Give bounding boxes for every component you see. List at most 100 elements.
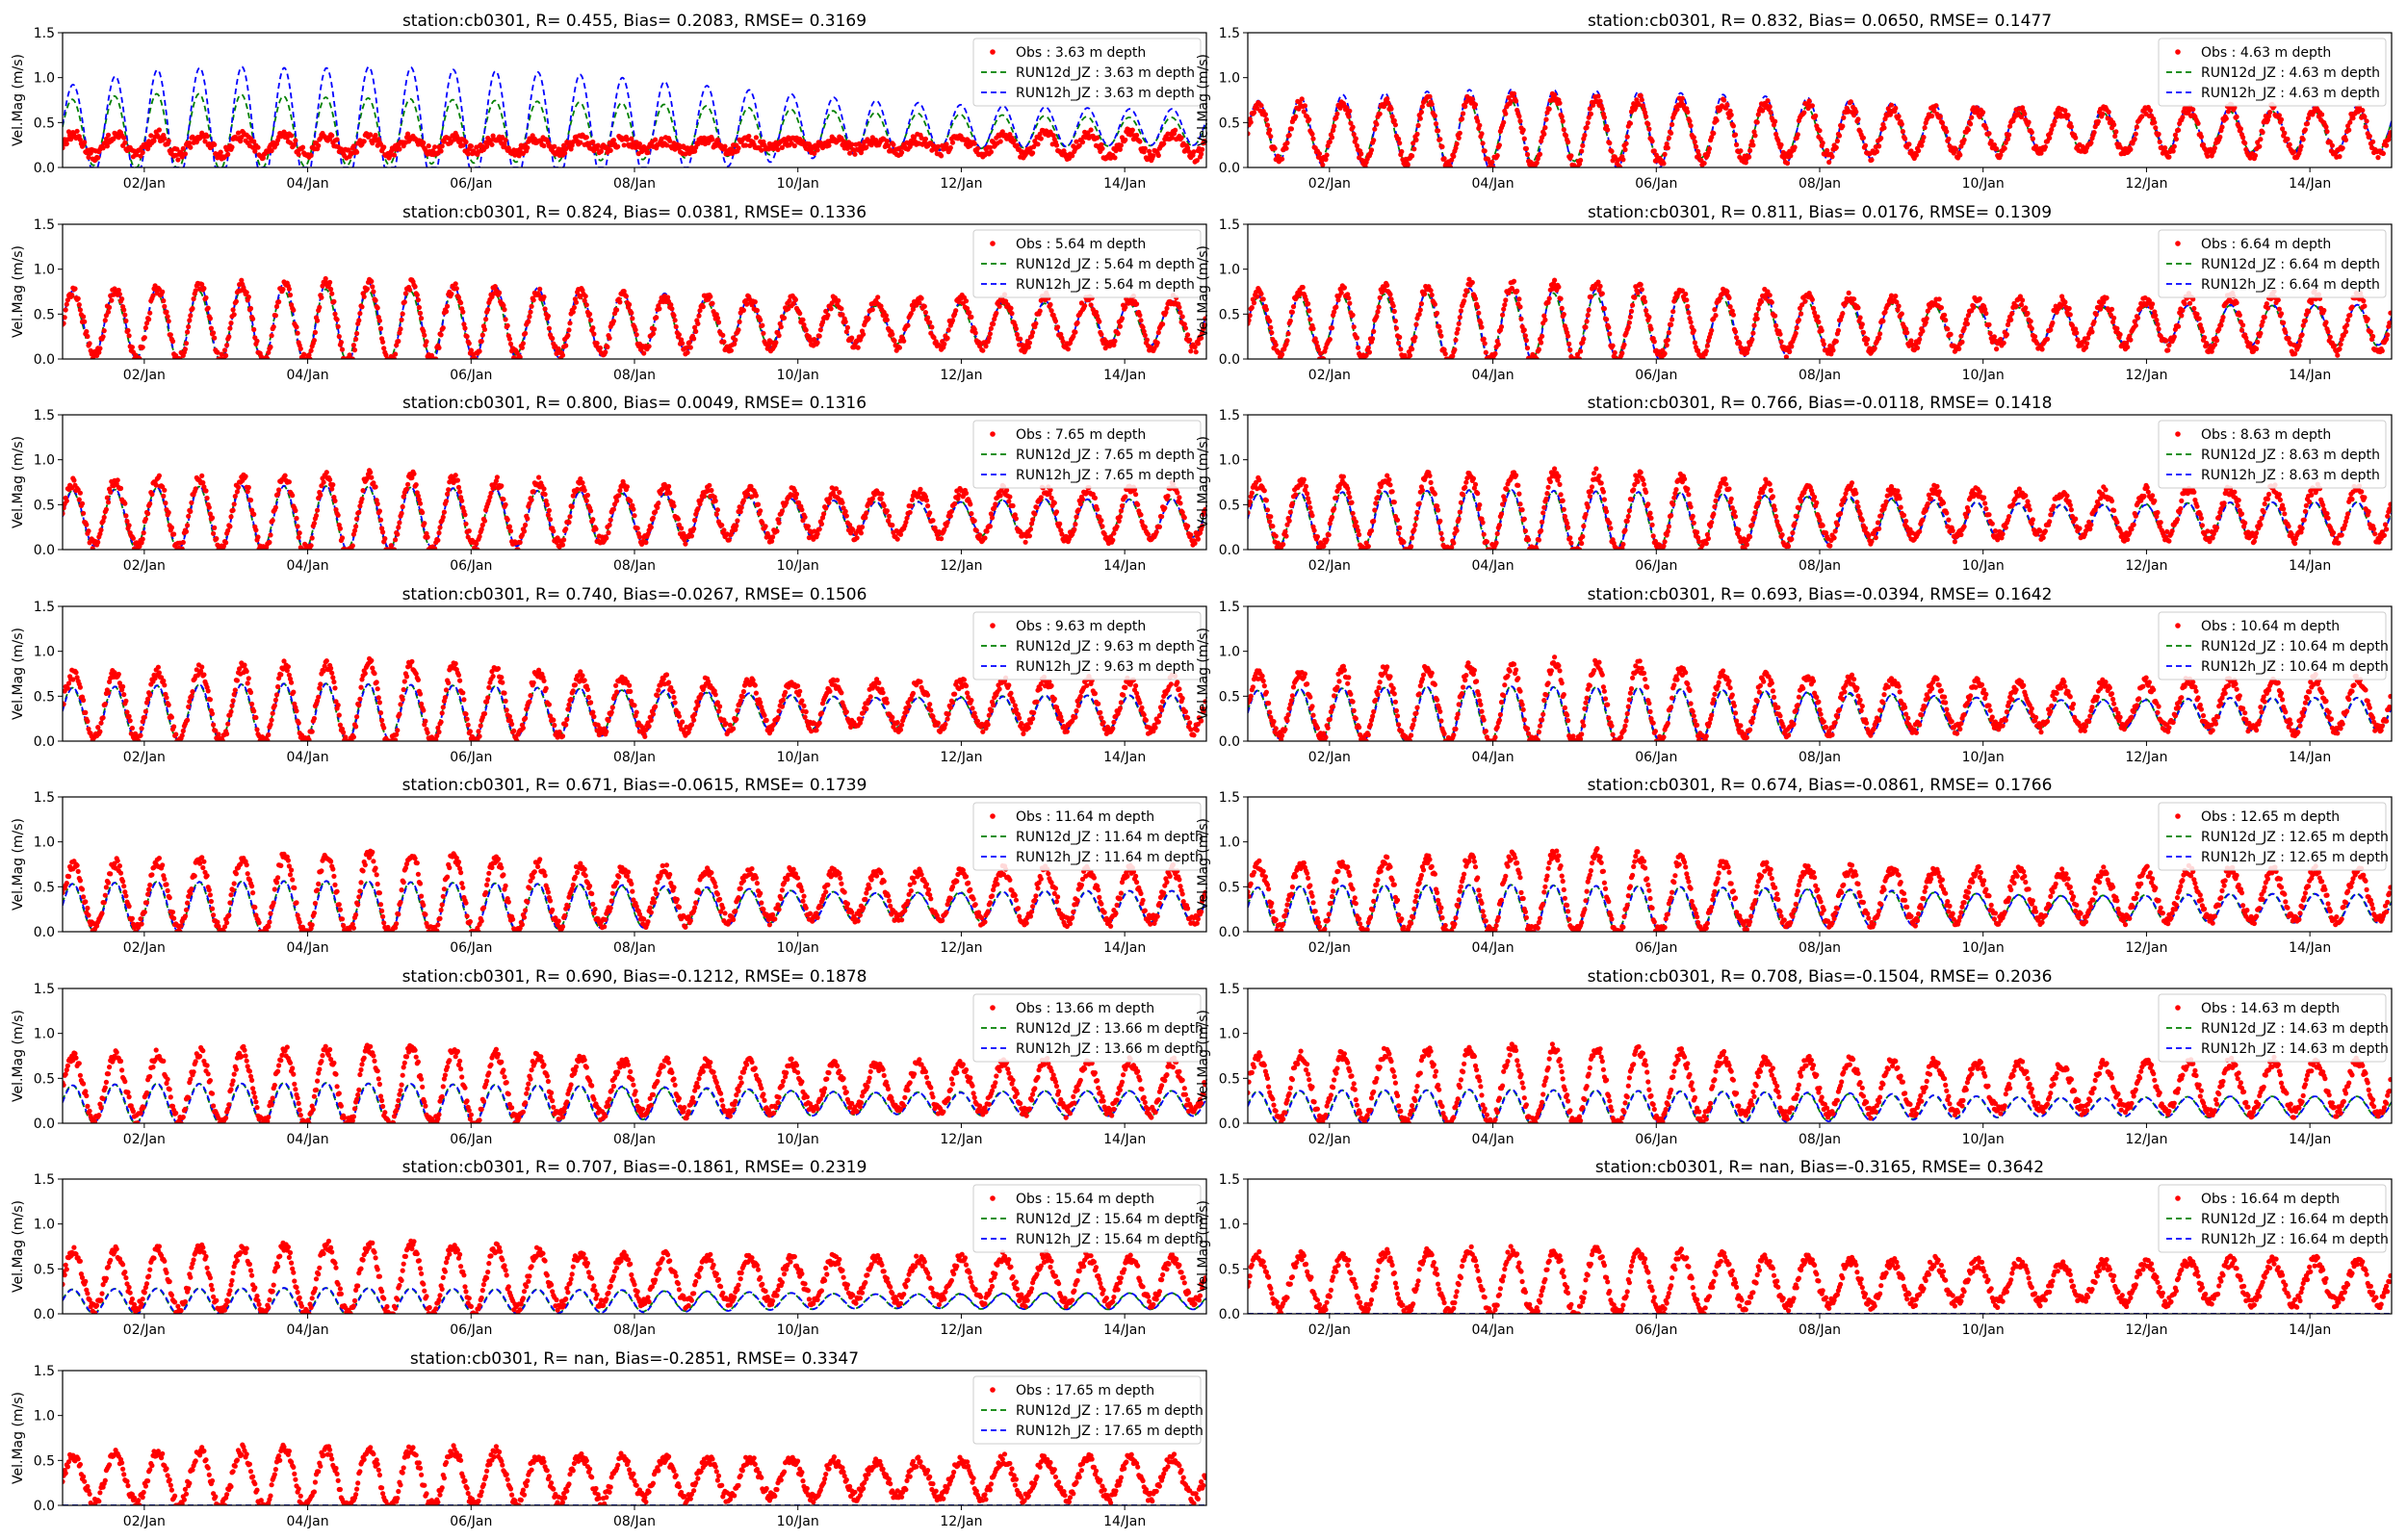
obs-point (1199, 151, 1204, 157)
obs-point (2147, 108, 2153, 114)
obs-point (737, 319, 742, 324)
obs-point (1537, 151, 1543, 157)
obs-point (432, 546, 438, 550)
obs-point (2254, 346, 2260, 351)
obs-point (148, 133, 154, 139)
obs-point (2327, 334, 2333, 340)
obs-point (1819, 327, 1825, 334)
obs-point (528, 309, 533, 315)
obs-point (1674, 107, 1680, 113)
obs-point (2262, 315, 2267, 321)
obs-point (226, 334, 232, 340)
obs-point (75, 295, 81, 301)
obs-point (317, 304, 323, 310)
obs-point (778, 324, 784, 330)
obs-point (629, 136, 634, 141)
obs-point (246, 484, 251, 491)
obs-point (1876, 143, 1882, 149)
obs-point (905, 322, 911, 328)
obs-point (393, 537, 399, 543)
obs-point (335, 323, 341, 329)
obs-point (1626, 320, 1632, 325)
obs-point (1998, 336, 2004, 343)
obs-point (736, 327, 741, 333)
obs-point (1986, 131, 1992, 137)
obs-point (2020, 105, 2026, 111)
x-tick-label: 04/Jan (1472, 176, 1514, 192)
obs-point (816, 333, 822, 339)
obs-point (710, 300, 715, 306)
obs-point (474, 541, 479, 547)
obs-point (1840, 311, 1846, 317)
obs-point (1442, 351, 1448, 357)
obs-point (1556, 284, 1562, 290)
obs-point (1095, 135, 1100, 141)
obs-point (531, 297, 536, 303)
obs-point (654, 315, 660, 321)
obs-point (1965, 313, 1971, 319)
obs-point (209, 515, 216, 521)
obs-point (331, 298, 337, 304)
obs-point (1194, 158, 1200, 164)
obs-point (443, 499, 450, 504)
obs-point (1639, 287, 1644, 293)
legend-marker (2175, 49, 2181, 55)
obs-point (1523, 338, 1529, 344)
obs-point (223, 352, 229, 359)
obs-point (974, 145, 981, 151)
obs-point (1691, 327, 1696, 334)
obs-point (1618, 165, 1623, 167)
obs-point (459, 498, 465, 503)
obs-point (1628, 308, 1635, 314)
obs-point (1701, 161, 1707, 167)
obs-point (2364, 118, 2369, 124)
obs-point (1033, 321, 1039, 326)
obs-point (293, 507, 298, 514)
obs-point (1777, 331, 1783, 337)
obs-point (1053, 142, 1060, 148)
obs-point (815, 147, 820, 153)
obs-point (2214, 338, 2220, 344)
obs-point (1503, 111, 1509, 116)
obs-point (502, 307, 507, 313)
obs-point (2128, 337, 2134, 343)
obs-point (1982, 306, 1988, 312)
obs-point (1397, 334, 1403, 340)
obs-point (1377, 295, 1383, 300)
obs-point (1683, 291, 1689, 297)
obs-point (2319, 112, 2325, 117)
obs-point (1477, 122, 1483, 128)
obs-point (1307, 308, 1312, 314)
obs-point (736, 145, 741, 151)
obs-point (228, 321, 234, 326)
axes-frame (1247, 32, 2393, 168)
x-tick-label: 04/Jan (287, 368, 329, 383)
obs-point (1268, 324, 1274, 330)
obs-point (884, 317, 891, 322)
obs-point (996, 303, 1002, 309)
obs-point (812, 150, 817, 156)
obs-point (680, 341, 686, 346)
obs-point (265, 356, 271, 359)
obs-point (1498, 323, 1505, 330)
obs-point (1937, 114, 1943, 119)
obs-point (2125, 345, 2131, 350)
obs-point (64, 301, 69, 307)
obs-point (2180, 115, 2186, 120)
obs-point (1310, 136, 1316, 141)
obs-point (1309, 131, 1315, 137)
obs-point (828, 306, 834, 312)
obs-point (290, 493, 296, 499)
obs-point (481, 518, 488, 524)
obs-point (1744, 349, 1749, 356)
obs-point (1903, 326, 1909, 332)
obs-point (2298, 143, 2304, 149)
obs-point (76, 497, 82, 502)
obs-point (2062, 299, 2068, 305)
obs-point (145, 146, 151, 152)
obs-point (1030, 150, 1036, 156)
obs-point (468, 347, 474, 353)
obs-point (440, 325, 446, 331)
obs-point (1917, 336, 1923, 343)
obs-point (1582, 132, 1588, 139)
